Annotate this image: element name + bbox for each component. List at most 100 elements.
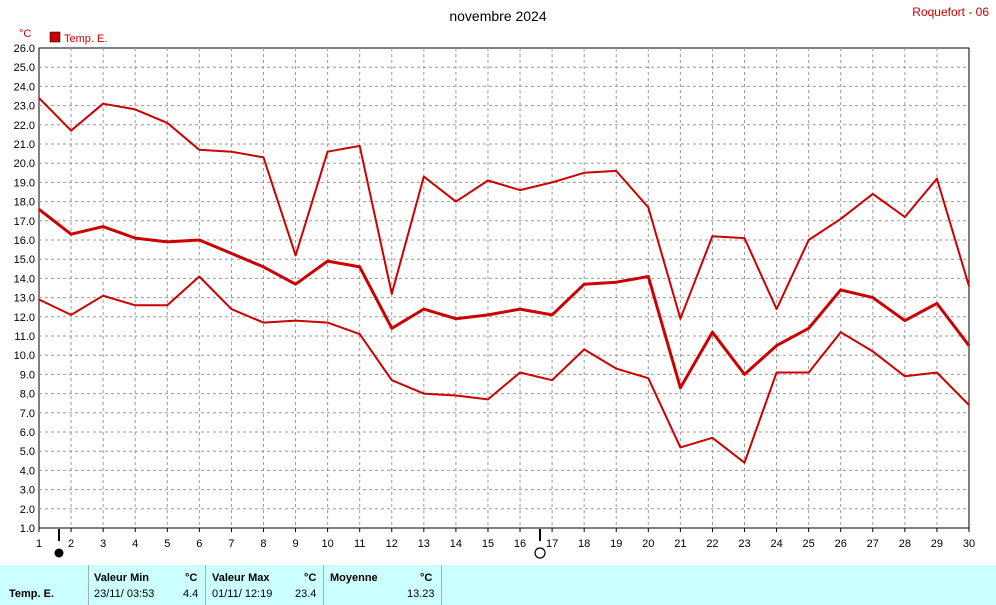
data-point-max [134,108,136,111]
x-tick-label: 23 [738,538,750,550]
data-point-min [519,371,521,374]
data-point-min [423,392,425,395]
data-point-max [70,129,72,132]
x-tick-label: 30 [963,538,975,550]
data-point-min [968,404,970,406]
data-point-mean [839,289,842,291]
data-point-min [166,304,169,307]
data-point-mean [326,260,329,262]
x-tick-label: 24 [770,538,782,550]
max-unit: °C [304,572,317,584]
data-point-mean [70,233,72,235]
y-tick-label: 22.0 [14,120,35,132]
temperature-chart: 1.0 2.0 3.0 4.0 5.0 6.0 7.0 8.0 9.0 10.0 11.0 12.0 1… [14,5,989,559]
mean-value: 13.23 [407,588,435,600]
data-point-min [647,377,650,380]
y-tick-label: 23.0 [14,101,35,113]
data-point-min [38,298,40,301]
x-tick-label: 10 [321,538,333,550]
data-point-max [775,308,778,310]
data-point-max [519,189,521,191]
y-tick-label: 6.0 [20,427,35,439]
y-tick-label: 7.0 [20,408,35,420]
max-header: Valeur Max [212,572,270,584]
data-point-max [807,239,810,241]
data-point-min [583,348,585,351]
y-tick-label: 3.0 [20,485,35,497]
data-point-max [711,235,714,237]
data-point-mean [775,344,778,347]
y-tick-label: 16.0 [14,235,35,247]
x-tick-label: 19 [610,538,622,550]
x-tick-label: 9 [292,538,298,550]
data-point-max [423,175,425,178]
data-point-max [487,179,489,182]
data-point-max [615,170,617,172]
series-lines [38,97,971,464]
data-point-min [134,304,136,307]
data-point-mean [487,314,489,316]
data-point-max [904,216,906,218]
data-point-min [102,294,104,297]
min-unit: °C [185,572,198,584]
data-point-max [198,149,201,151]
data-point-mean [38,208,40,211]
x-tick-label: 21 [674,538,686,550]
data-point-min [711,437,714,439]
data-point-max [583,172,585,174]
data-point-mean [294,283,297,286]
y-tick-label: 14.0 [14,273,35,285]
min-value: 4.4 [183,588,199,600]
x-tick-label: 27 [867,538,879,550]
data-point-max [262,156,265,159]
data-point-max [936,177,938,180]
x-tick-label: 29 [931,538,943,550]
data-point-mean [743,373,746,376]
data-point-max [166,122,169,124]
plot-area [38,47,970,529]
data-point-max [968,285,970,287]
y-tick-label: 4.0 [20,465,35,477]
y-tick-label: 19.0 [14,177,35,189]
y-tick-label: 15.0 [14,254,35,266]
x-tick-label: 2 [68,538,74,550]
data-point-mean [936,302,938,305]
y-axis-unit: °C [19,28,31,40]
data-point-min [615,367,617,370]
data-point-min [839,331,842,334]
x-tick-label: 11 [354,538,365,550]
data-point-min [70,314,72,316]
data-point-mean [391,327,393,330]
x-tick-label: 5 [164,538,170,550]
data-point-max [551,181,553,184]
x-tick-label: 12 [386,538,398,550]
legend-label: Temp. E. [64,33,107,45]
data-point-min [230,308,233,310]
data-point-min [294,319,297,322]
data-point-max [391,293,393,295]
mean-header: Moyenne [330,572,378,584]
stats-panel: Temp. E. Valeur Min °C 23/11/ 03:53 4.4 … [0,565,996,605]
y-tick-label: 8.0 [20,389,35,401]
x-tick-label: 17 [546,538,558,550]
x-tick-label: 13 [418,538,430,550]
data-point-mean [807,327,810,330]
data-point-max [326,150,329,153]
data-point-min [487,398,489,401]
x-tick-label: 26 [835,538,847,550]
data-point-mean [455,317,457,320]
data-point-mean [647,275,650,278]
x-tick-label: 4 [132,538,138,550]
data-point-mean [134,237,136,239]
data-point-mean [102,225,104,228]
y-tick-label: 25.0 [14,62,35,74]
chart-title: novembre 2024 [449,8,547,24]
data-point-max [455,200,457,203]
y-tick-label: 5.0 [20,446,35,458]
data-point-min [872,350,874,353]
x-tick-label: 7 [228,538,234,550]
x-tick-label: 16 [514,538,526,550]
data-point-max [358,145,361,147]
data-point-mean [679,387,682,389]
data-point-min [551,379,553,382]
